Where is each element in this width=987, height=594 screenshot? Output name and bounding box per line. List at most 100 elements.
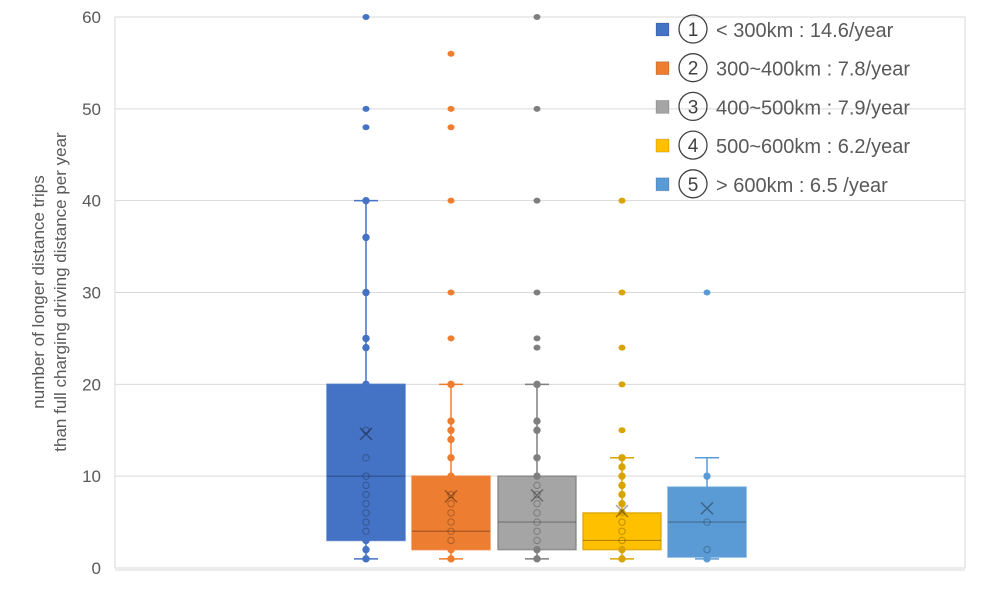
outlier-point [533, 14, 541, 20]
data-point [618, 490, 626, 499]
outlier-point [533, 335, 541, 342]
legend-label: 500~600km : 6.2/year [716, 136, 910, 158]
legend-number: 5 [688, 175, 699, 196]
legend-number-circle [678, 14, 708, 44]
data-point [362, 426, 370, 434]
data-point [533, 518, 541, 526]
y-axis-label-line-2: than full charging driving distance per … [51, 132, 70, 452]
data-point [533, 536, 541, 545]
data-point [447, 500, 455, 508]
legend-number: 1 [688, 20, 699, 41]
legend-label: 300~400km : 7.8/year [716, 59, 910, 81]
box-series-1 [326, 14, 406, 563]
data-point [618, 527, 626, 535]
data-point [362, 334, 370, 343]
legend-swatch [655, 177, 670, 192]
data-point [533, 454, 541, 462]
box [411, 475, 491, 551]
data-point [362, 343, 370, 352]
data-point [447, 518, 455, 526]
data-point [362, 536, 370, 545]
data-point [362, 196, 370, 205]
data-point [618, 454, 626, 462]
outlier-point [362, 14, 370, 20]
data-point [703, 472, 711, 480]
data-point [533, 545, 541, 554]
outlier-point [533, 344, 541, 351]
legend-number-circle [678, 169, 708, 199]
outlier-point [533, 105, 541, 112]
data-point [533, 490, 541, 499]
data-point [447, 380, 455, 389]
data-point [447, 472, 455, 480]
data-point [533, 417, 541, 425]
box [326, 383, 406, 542]
box-series-3 [497, 14, 577, 563]
box-series-4 [582, 197, 662, 563]
data-point [362, 233, 370, 242]
y-tick-label: 0 [92, 559, 101, 578]
data-point [362, 481, 370, 490]
box-series-2 [411, 50, 491, 563]
legend-number: 3 [688, 97, 699, 118]
y-tick-label: 60 [82, 8, 101, 27]
legend-item-5: 5 > 600km : 6.5 /year [655, 169, 888, 199]
y-tick-label: 50 [82, 100, 101, 119]
data-point [618, 545, 626, 554]
data-point [703, 545, 711, 554]
outlier-point [533, 197, 541, 204]
data-point [362, 500, 370, 508]
legend-number-circle [678, 91, 708, 122]
data-point [618, 472, 626, 480]
outlier-point [447, 197, 455, 204]
data-point [533, 472, 541, 480]
data-point [533, 527, 541, 535]
legend-swatch [655, 99, 670, 114]
data-point [362, 555, 370, 563]
data-point [533, 555, 541, 563]
data-point [703, 518, 711, 526]
legend-number-circle [678, 53, 708, 83]
data-point [362, 545, 370, 554]
mean-marker [700, 501, 714, 515]
data-point [362, 380, 370, 389]
legend-swatch [655, 61, 670, 76]
legend-item-4: 4 500~600km : 6.2/year [655, 130, 910, 160]
data-point [618, 555, 626, 563]
legend-swatch [655, 138, 670, 153]
data-point [447, 536, 455, 545]
y-tick-label: 40 [82, 192, 101, 211]
data-point [533, 380, 541, 389]
data-point [618, 536, 626, 545]
outlier-point [447, 335, 455, 342]
y-tick-label: 10 [82, 467, 101, 486]
data-point [447, 435, 455, 444]
data-point [362, 490, 370, 499]
data-point [362, 509, 370, 517]
data-point [618, 481, 626, 490]
outlier-point [447, 50, 455, 57]
data-point [447, 555, 455, 563]
legend-item-1: 1 < 300km : 14.6/year [655, 14, 894, 44]
outlier-point [447, 289, 455, 296]
legend-swatch [655, 22, 670, 37]
outlier-point [447, 105, 455, 112]
data-point [362, 472, 370, 480]
outlier-point [618, 289, 626, 296]
data-point [447, 454, 455, 462]
data-point [447, 426, 455, 434]
legend-number-circle [678, 130, 708, 160]
data-point [447, 527, 455, 535]
data-point [362, 518, 370, 526]
legend-label: > 600km : 6.5 /year [716, 175, 888, 197]
data-point [362, 527, 370, 535]
data-point [533, 481, 541, 490]
legend-label: 400~500km : 7.9/year [716, 97, 910, 119]
legend-number: 2 [688, 59, 699, 80]
boxes [326, 14, 747, 563]
y-tick-label: 20 [82, 375, 101, 394]
outlier-point [447, 124, 455, 131]
data-point [362, 454, 370, 462]
data-point [362, 288, 370, 297]
data-point [447, 509, 455, 517]
